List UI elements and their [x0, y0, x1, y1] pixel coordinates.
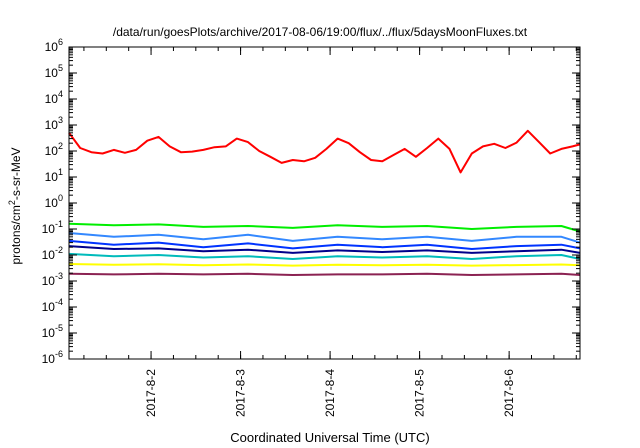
y-tick-label: 106	[45, 37, 63, 54]
chart-title: /data/run/goesPlots/archive/2017-08-06/1…	[113, 25, 528, 39]
y-axis-label: protons/cm2-s-sr-MeV	[7, 147, 23, 264]
series-line	[68, 252, 581, 260]
y-tick-label: 103	[45, 115, 63, 132]
x-axis: 2017-8-2 2017-8-3 2017-8-4 2017-8-5 2017-8-6	[83, 47, 577, 417]
y-tick-label: 10-3	[42, 271, 63, 288]
series-line	[68, 222, 581, 233]
plot-frame	[68, 46, 581, 360]
series-line	[68, 245, 581, 254]
y-axis-label-rest: -s-sr-MeV	[9, 147, 23, 200]
y-tick-label: 10-6	[42, 349, 63, 366]
y-axis-label-sup: 2	[7, 200, 17, 205]
series-line	[68, 129, 581, 174]
y-axis: 10-6 10-5 10-4 10-3 10-2 10-1 100 101 102 103 104 1…	[42, 37, 580, 366]
y-tick-label: 101	[45, 167, 63, 184]
y-tick-label: 10-2	[42, 245, 63, 262]
x-tick-label: 2017-8-5	[413, 369, 427, 417]
series-layer	[68, 129, 581, 276]
y-tick-label: 104	[45, 89, 63, 106]
x-tick-label: 2017-8-6	[502, 369, 516, 417]
series-line	[68, 263, 581, 267]
x-axis-label: Coordinated Universal Time (UTC)	[230, 430, 429, 445]
y-axis-label-base: protons/cm	[9, 205, 23, 264]
y-tick-label: 10-1	[42, 219, 63, 236]
y-tick-label: 102	[45, 141, 63, 158]
y-tick-label: 10-5	[42, 323, 63, 340]
series-line	[68, 272, 581, 276]
x-tick-label: 2017-8-2	[144, 369, 158, 417]
x-tick-label: 2017-8-4	[323, 369, 337, 417]
y-tick-label: 100	[45, 193, 63, 210]
series-line	[68, 239, 581, 250]
series-line	[68, 232, 581, 244]
y-tick-label: 105	[45, 63, 63, 80]
x-tick-label: 2017-8-3	[234, 369, 248, 417]
y-tick-label: 10-4	[42, 297, 63, 314]
